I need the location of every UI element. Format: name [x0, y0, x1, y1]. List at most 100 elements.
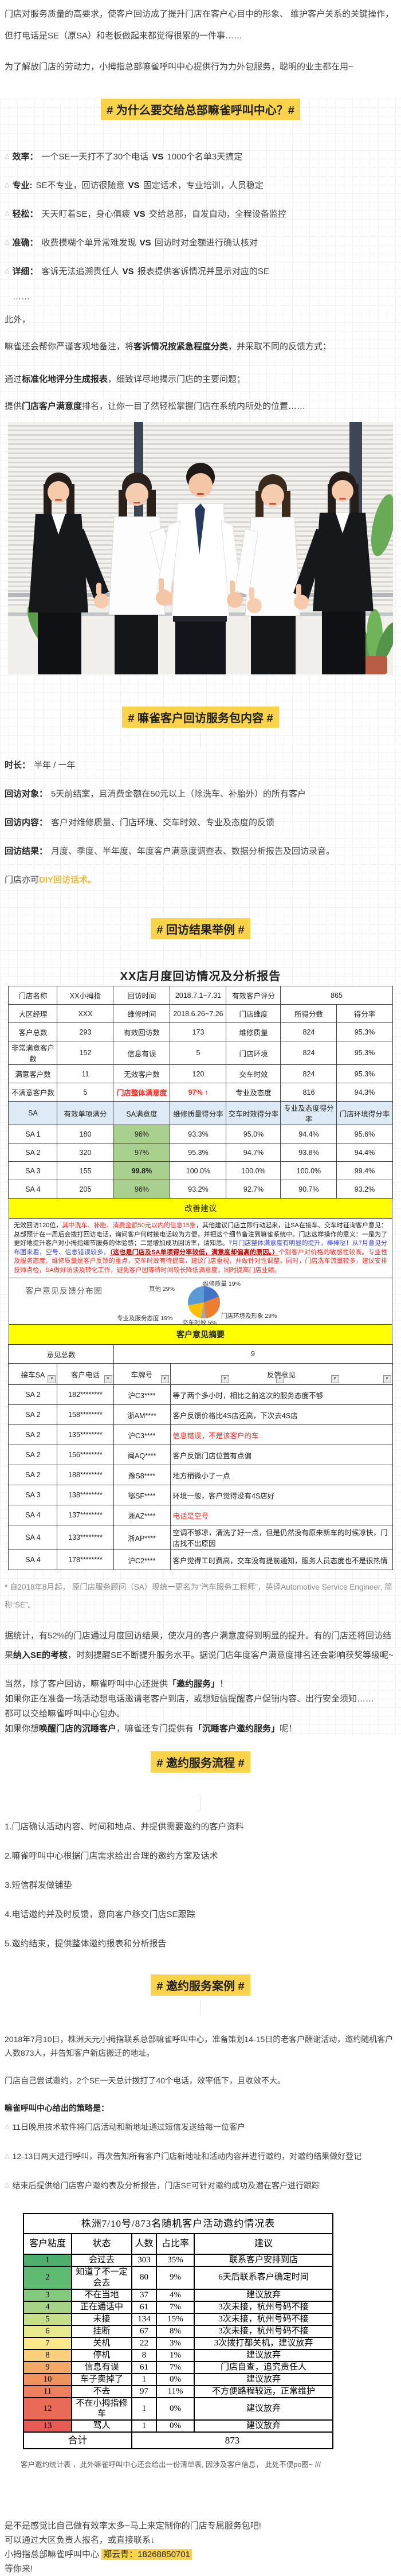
- table-row: SA 2 320 97% 95.3% 94.7% 93.8% 94.4%: [8, 1143, 393, 1162]
- feedback-distribution-chart: 客户意见反馈分布图 维修质量 19% 其他 29% 门店环境及形象 29% 专业…: [9, 1278, 392, 1326]
- diy-note: 门店亦可DIY回访话术。: [5, 875, 97, 885]
- table-total-row: 合计 873: [23, 2431, 333, 2449]
- list-item: △ 12-13日两天进行呼叫，再次告知所有客户门店新地址和活动内容并进行邀约，对邀…: [5, 2152, 362, 2161]
- triangle-bullet-icon: △: [5, 210, 10, 217]
- outro: 是不是感觉比自己做有效率太多~马上来定制你的门店专属服务包吧! 可以通过大区负责…: [0, 2519, 401, 2576]
- paragraph: 如果你正在准备一场活动想电话邀请老客户到店，或想短信提醒客户促销内容、出行安全须…: [5, 1694, 375, 1704]
- pie-label: 其他 29%: [149, 1286, 175, 1293]
- intro-paragraph-2: 为了解放门店的劳动力，小拇指总部嘛雀呼叫中心提供行为力外包服务，聪明的业主都在用…: [5, 62, 353, 72]
- why-bullet-list: △ 效率： 一个SE一天打不了30个电话 VS 1000个名单3天搞定 △ 专业: SE…: [5, 149, 396, 302]
- pie-label: 维修质量 19%: [203, 1281, 241, 1287]
- paragraph: 嘛雀还会帮你严谨客观地备注，将客诉情况按紧急程度分类，并采取不同的反馈方式；: [5, 342, 332, 352]
- triangle-bullet-icon: △: [5, 153, 10, 159]
- heading-invite-case: # 邀约服务案例 #: [151, 1974, 250, 1996]
- heading-package: # 嘛雀客户回访服务包内容 #: [122, 707, 279, 728]
- table-row: 7 关机 22 3% 3次拨打都关机，建议放弃: [23, 2336, 333, 2350]
- table-row: 4 正在通话中 61 7% 3次未接，杭州号码不接: [23, 2300, 333, 2314]
- footnote: * 自2018年8月起， 原门店服务顾问（SA）现统一更名为“汽车服务工程师”，…: [5, 1583, 392, 1609]
- heading-why: # 为什么要交给总部嘛雀呼叫中心？#: [101, 99, 300, 120]
- table-row: SA 2 156******** 闽AQ**** 客户反馈门店位置有点偏: [8, 1445, 393, 1465]
- triangle-bullet-icon: △: [5, 2152, 10, 2159]
- table-row: 非常满意客户数 152 信息有误 5 门店环境 824 95.3%: [8, 1041, 393, 1065]
- table-row: 10 车子卖掉了 1 0% 建议放弃: [23, 2372, 333, 2386]
- triangle-bullet-icon: △: [5, 2123, 10, 2130]
- table-row: SA 2 188******** 豫S8**** 地方稍微小了一点: [8, 1465, 393, 1485]
- table-header-row: 客户粘度 状态 人数 占比率 建议: [23, 2233, 333, 2255]
- table-row: 12 不在小拇指修车 1 0% 建议放弃: [23, 2397, 333, 2421]
- invite-stats-table: 株洲7/10号/873名随机客户活动邀约情况表 客户粘度 状态 人数 占比率 建…: [23, 2213, 333, 2449]
- paragraph: 等你来!: [5, 2564, 33, 2574]
- triangle-bullet-icon: △: [5, 181, 10, 188]
- team-photo: [8, 422, 393, 674]
- table-row: 11 不去 97 11% 不方便路程较远，正常维护: [23, 2384, 333, 2398]
- table-row: SA 2 182******** 沪C3**** 等了两个多小时，相比之前这次的服务态…: [8, 1384, 393, 1405]
- filter-dropdown-icon[interactable]: ▾: [104, 1375, 112, 1383]
- intro-paragraph-1: 门店对服务质量的高要求，使客户回访成了提升门店在客户心目中的形象、 维护客户关系…: [5, 9, 394, 41]
- list-item: 回访内容： 客户对维修质量、门店环境、交车时效、专业及态度的反馈: [5, 818, 275, 828]
- strategy-label: 嘛雀呼叫中心给出的策略是：: [5, 2103, 109, 2113]
- triangle-bullet-icon: △: [5, 2181, 10, 2188]
- paragraph: 都可以交给嘛雀呼叫中心包办。: [5, 1709, 125, 1719]
- table-row: 满意客户数 11 无效客户数 120 交车时效 824 95.3%: [8, 1064, 393, 1083]
- filter-dropdown-icon[interactable]: ▾: [221, 1375, 229, 1383]
- article-intro: 门店对服务质量的高要求，使客户回访成了提升门店在客户心目中的形象、 维护客户关系…: [0, 0, 401, 78]
- paragraph: 是不是感觉比自己做有效率太多~马上来定制你的门店专属服务包吧!: [5, 2521, 261, 2531]
- triangle-bullet-icon: △: [5, 267, 10, 274]
- heading-invite-flow: # 邀约服务流程 #: [151, 1751, 250, 1773]
- list-item: △ 11日晚用技术软件将门店活动和新地址通过短信发送给每一位客户: [5, 2122, 246, 2132]
- invite-flow-list: 1.门店确认活动内容、时间和地点、并提供需要邀约的客户资料 2.嘛雀呼叫中心根据…: [5, 1820, 396, 1951]
- table-row: 2 知道了不一定会去 80 9% 6天后联系客户确定时间: [23, 2266, 333, 2290]
- paragraph: 此外，: [5, 315, 31, 325]
- list-item: △ 效率： 一个SE一天打不了30个电话 VS 1000个名单3天搞定: [5, 152, 243, 162]
- up-arrow-icon: ↑: [205, 1088, 209, 1096]
- triangle-bullet-icon: △: [5, 239, 10, 245]
- pie-label: 交车时效 5%: [182, 1320, 217, 1326]
- list-item: 3.短信群发做铺垫: [5, 1880, 72, 1890]
- filter-dropdown-icon[interactable]: ▾: [160, 1375, 169, 1383]
- filter-dropdown-icon[interactable]: ▾: [48, 1375, 56, 1383]
- table-row: 大区经理 XXX 维修时间 2018.6.26~7.26 门店维度 所得分数 得…: [8, 1004, 393, 1023]
- filter-dropdown-icon[interactable]: ▾: [276, 1375, 284, 1383]
- table-row: SA 4 178******** 沪C2**** 客户觉得工时费高，交车没有提前通知，…: [8, 1549, 393, 1570]
- heading-example: # 回访结果举例 #: [151, 918, 250, 939]
- list-item: △ 结束后提供给门店客户邀约表及分析报告，门店SE可针对邀约成功及潜在客户进行跟踪: [5, 2181, 320, 2190]
- section-divider: [200, 2000, 201, 2015]
- list-item: △ 专业: SE不专业，回访很随意 VS 固定话术，专业培训，人员稳定: [5, 181, 264, 190]
- table-header-row: 接车SA▾ 客户电话▾ 车牌号▾ 反馈意见 ▾ ▾ ▾ ▾: [8, 1363, 393, 1385]
- feedback-summary-bar: 客户意见摘要: [9, 1324, 392, 1345]
- contact-highlight: 郑云青：18268850701: [101, 2549, 192, 2560]
- filter-dropdown-icon[interactable]: ▾: [383, 1375, 391, 1383]
- list-item: 时长： 半年 / 一年: [5, 760, 76, 770]
- suggestion-text: 无效回访120位，其中洗车、补胎、消费金额50元以内的信息15条，其他建议门店立…: [9, 1218, 392, 1278]
- ellipsis: ……: [13, 292, 30, 302]
- contact-line: 小拇指总部嘛雀呼叫中心 郑云青：18268850701: [5, 2547, 396, 2562]
- table-header-row: SA 有效单项满分 SA满意度 维修质量得分率 交车时效得分率 专业及态度得分率…: [8, 1101, 393, 1125]
- filter-dropdown-icon[interactable]: ▾: [331, 1375, 339, 1383]
- table-row: 3 不在当地 37 4% 建议放弃: [23, 2288, 333, 2302]
- list-item: 回访对象： 5天前结案，且消费金额在50元以上（除洗车、补胎外）的所有客户: [5, 789, 306, 799]
- feedback-table: 意见总数 9 接车SA▾ 客户电话▾ 车牌号▾ 反馈意见 ▾ ▾ ▾ ▾ SA …: [8, 1344, 393, 1570]
- table-row: SA 3 155 99.8% 100.0% 100.0% 100.0% 99.4…: [8, 1161, 393, 1180]
- overall-satisfaction-cell: 97% ↑: [170, 1083, 227, 1102]
- case-paragraph: 门店自己尝试邀约，2个SE一天总计拨打了40个电话，效率低下，且收效不大。: [5, 2076, 286, 2085]
- table-row: SA 4 137******** 浙AZ**** 电话是空号: [8, 1505, 393, 1525]
- list-item: 4.电话邀约并及时反馈，意向客户移交门店SE跟踪: [5, 1910, 195, 1919]
- pie-chart: [188, 1286, 220, 1318]
- table-row: 不满意客户数 5 门店整体满意度 97% ↑ 专业及态度 816 94.3%: [8, 1083, 393, 1102]
- table-title-row: 株洲7/10号/873名随机客户活动邀约情况表: [23, 2213, 333, 2234]
- list-item: 2.嘛雀呼叫中心根据门店需求给出合理的邀约方案及话术: [5, 1851, 218, 1861]
- paragraph: 提供门店客户满意度排名，让你一目了然轻松掌握门店在系统内所处的位置……: [5, 401, 306, 411]
- table-caption: 客户邀约统计表 ，此外嘛雀呼叫中心还会给出一份清单表, 因涉及客户信息， 此处不…: [21, 2461, 321, 2469]
- package-list: 时长： 半年 / 一年 回访对象： 5天前结案，且消费金额在50元以上（除洗车、补胎…: [5, 758, 396, 888]
- paragraph: 可以通过大区负责人报名，或直接联系↓: [5, 2535, 155, 2545]
- table-row: SA 4 133******** 浙AP**** 空调不够凉，清洗了好一点，但是仍然没…: [8, 1525, 393, 1550]
- list-item: △ 详细： 客诉无法追溯责任人 VS 报表提供客诉情况并显示对应的SE: [5, 267, 269, 276]
- table-row: 门店名称 XX小拇指 回访时间 2018.7.1~7.31 有效客户评分 865: [8, 986, 393, 1005]
- table-row: SA 4 205 96% 93.2% 92.7% 90.7% 93.2%: [8, 1180, 393, 1199]
- chart-title: 客户意见反馈分布图: [25, 1286, 103, 1295]
- table-row: SA 2 135******** 沪C3**** 信息错误，不是该客户的车: [8, 1424, 393, 1445]
- table-row: 5 未接 134 15% 3次未接，杭州号码不接: [23, 2312, 333, 2326]
- list-item: 5.邀约结束，提供整体邀约报表和分析报告: [5, 1939, 167, 1949]
- table-row: 客户总数 293 有效回访数 173 维修质量 824 95.3%: [8, 1022, 393, 1041]
- article-main: # 为什么要交给总部嘛雀呼叫中心？# △ 效率： 一个SE一天打不了30个电话 VS…: [0, 99, 401, 1736]
